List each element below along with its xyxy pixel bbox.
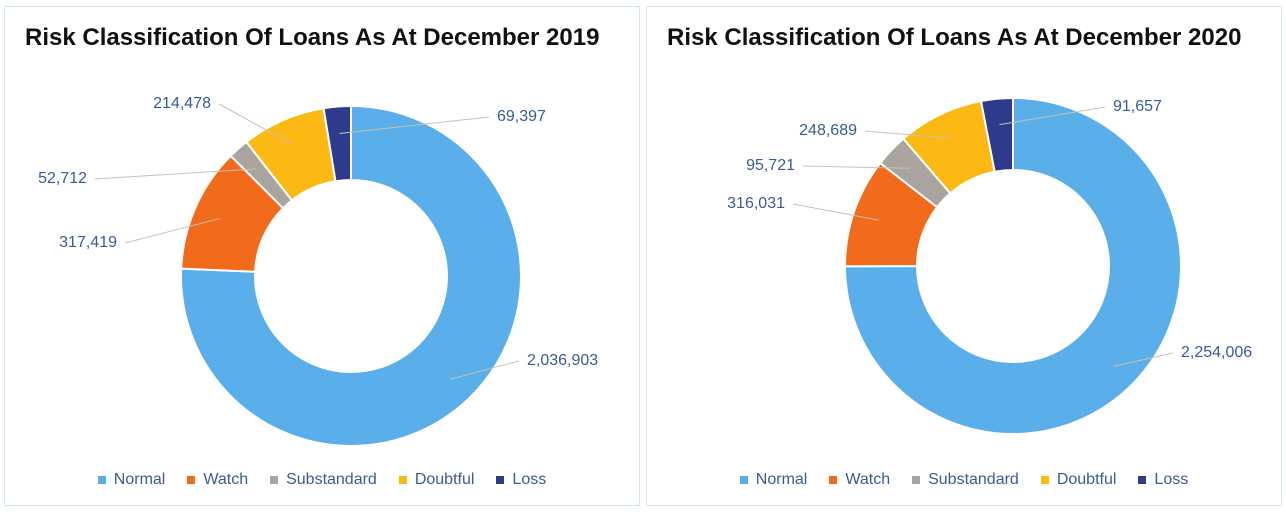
legend-swatch (1138, 476, 1147, 484)
data-label: 317,419 (59, 234, 117, 251)
leader-line (124, 217, 221, 244)
legend-swatch (829, 476, 838, 484)
data-label: 52,712 (38, 170, 87, 187)
leader-line (792, 203, 879, 221)
data-label: 2,036,903 (527, 352, 598, 369)
leader-line (449, 360, 520, 380)
donut-slice (843, 96, 1182, 435)
chart-title: Risk Classification Of Loans As At Decem… (25, 24, 600, 51)
legend-swatch (398, 476, 407, 484)
legend-swatch (912, 476, 921, 484)
leader-line (1113, 352, 1174, 367)
legend-item: Substandard (912, 471, 1019, 489)
data-label: 95,721 (746, 157, 795, 174)
legend-item: Substandard (270, 471, 377, 489)
leader-line (802, 165, 911, 169)
data-label: 91,657 (1113, 98, 1162, 115)
leader-line (999, 106, 1106, 126)
legend-swatch (187, 476, 196, 484)
data-label: 69,397 (497, 108, 546, 125)
legend-swatch (1040, 476, 1049, 484)
legend-item: Normal (739, 471, 808, 489)
leader-line (94, 168, 257, 180)
data-label: 2,254,006 (1181, 344, 1252, 361)
legend-label: Watch (203, 471, 249, 488)
legend-swatch (97, 476, 106, 484)
legend-swatch (739, 476, 748, 484)
legend: Normal Watch Substandard Doubtful Loss (647, 471, 1281, 489)
donut-slice (979, 96, 1014, 173)
legend-label: Doubtful (1056, 471, 1117, 488)
legend-label: Loss (1154, 471, 1189, 488)
legend: Normal Watch Substandard Doubtful Loss (5, 471, 639, 489)
chart-title: Risk Classification Of Loans As At Decem… (667, 24, 1242, 51)
chart-panel: Risk Classification Of Loans As At Decem… (646, 6, 1282, 506)
chart: 2,036,903 317,419 52,712 214,478 69,397 (38, 95, 598, 447)
legend-item: Watch (829, 471, 890, 489)
legend-item: Loss (496, 471, 546, 489)
donut-slice (322, 104, 352, 183)
legend-item: Loss (1138, 471, 1188, 489)
legend-swatch (496, 476, 505, 484)
legend-label: Loss (512, 471, 547, 488)
legend-label: Substandard (286, 471, 377, 488)
legend-item: Watch (187, 471, 248, 489)
data-label: 248,689 (799, 122, 857, 139)
chart: 2,254,006 316,031 95,721 248,689 91,657 (727, 96, 1252, 435)
legend-item: Normal (97, 471, 166, 489)
legend-swatch (270, 476, 279, 484)
legend-item: Doubtful (398, 471, 475, 489)
legend-item: Doubtful (1040, 471, 1117, 489)
data-label: 214,478 (153, 95, 211, 112)
legend-label: Substandard (928, 471, 1019, 488)
leader-line (339, 116, 490, 134)
legend-label: Normal (755, 471, 808, 488)
legend-label: Watch (845, 471, 891, 488)
chart-panel: Risk Classification Of Loans As At Decem… (4, 6, 640, 506)
leader-line (864, 130, 952, 139)
donut-slice (180, 104, 522, 447)
legend-label: Doubtful (414, 471, 475, 488)
legend-label: Normal (113, 471, 166, 488)
leader-line (218, 103, 294, 146)
data-label: 316,031 (727, 195, 785, 212)
